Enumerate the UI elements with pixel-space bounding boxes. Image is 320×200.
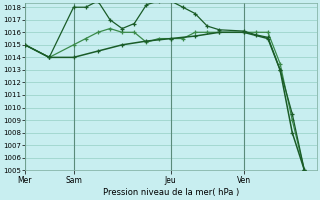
X-axis label: Pression niveau de la mer( hPa ): Pression niveau de la mer( hPa ) [103, 188, 239, 197]
